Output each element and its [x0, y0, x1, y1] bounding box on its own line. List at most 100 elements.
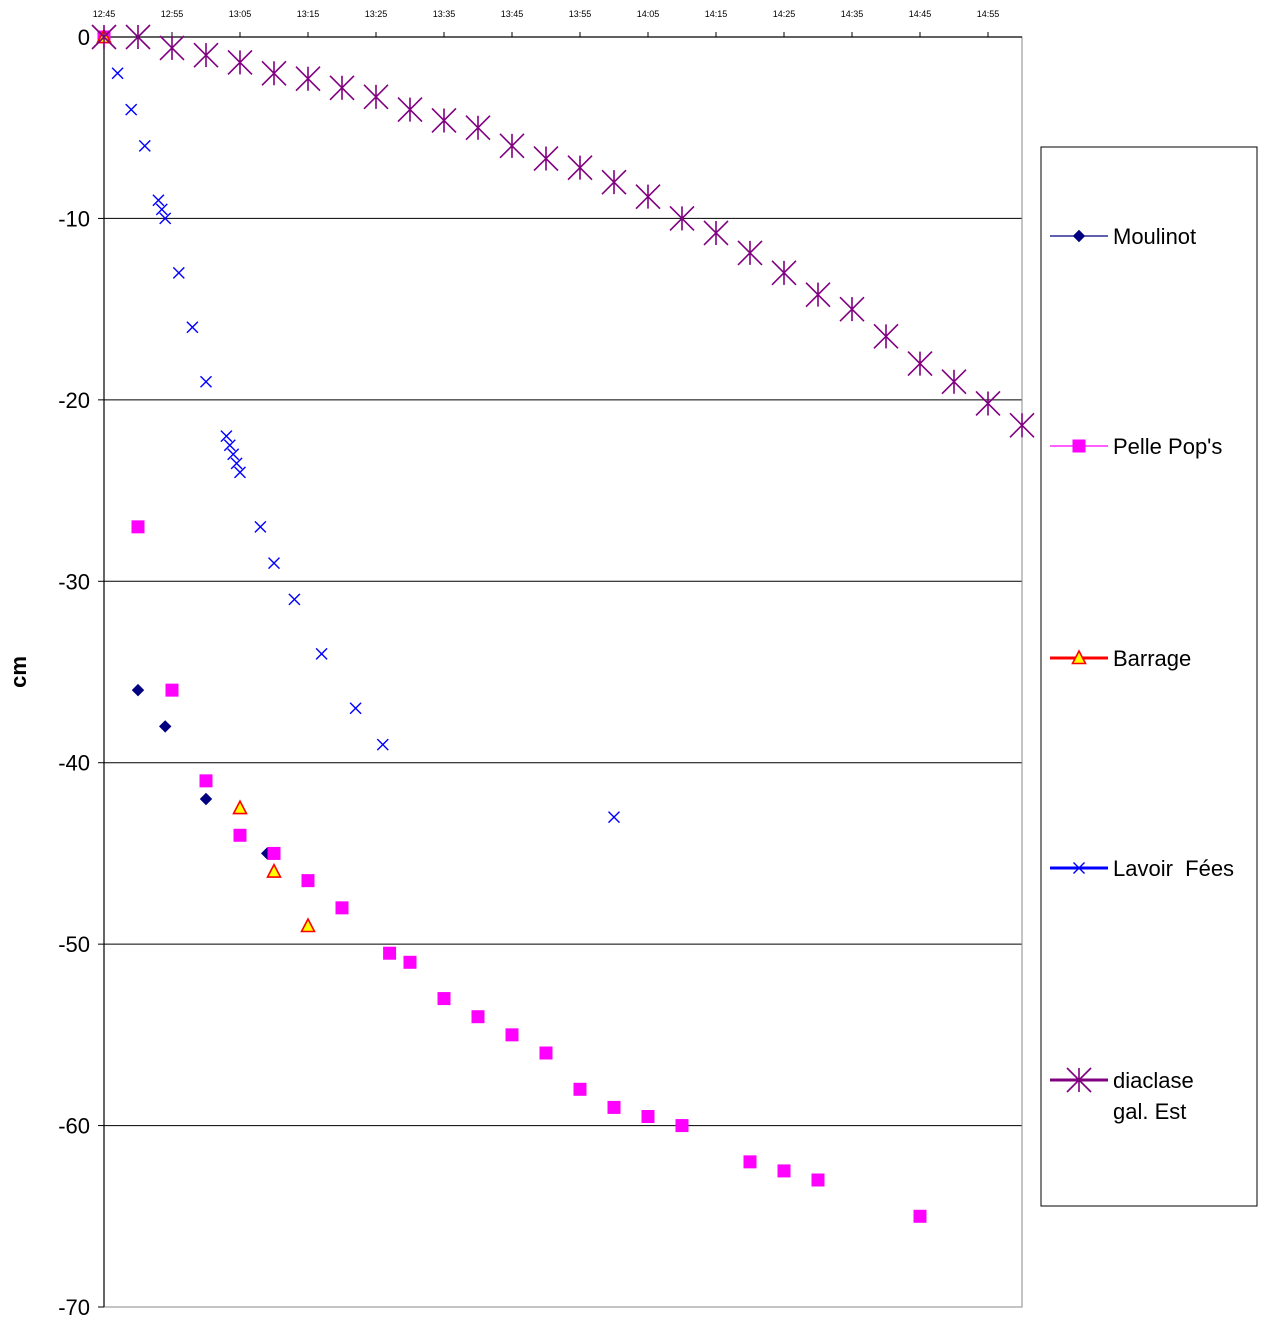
data-point	[349, 702, 362, 715]
data-point	[505, 1028, 519, 1042]
series-lavoir-f-es	[98, 31, 620, 824]
data-point	[975, 390, 1001, 417]
data-point	[941, 369, 967, 395]
x-tick-label: 14:25	[773, 9, 796, 19]
legend-label-diaclase-line2: gal. Est	[1113, 1099, 1186, 1124]
data-point	[232, 799, 248, 815]
data-point	[186, 321, 199, 334]
legend-swatch-pelle-pops	[1050, 439, 1108, 453]
legend-marker	[1072, 229, 1086, 243]
y-tick-label: 0	[78, 25, 90, 50]
legend-marker	[1072, 439, 1086, 453]
data-point	[111, 67, 124, 80]
data-point	[363, 84, 389, 110]
x-tick-label: 12:45	[93, 9, 116, 19]
data-point	[499, 133, 525, 159]
legend-label-moulinot: Moulinot	[1113, 224, 1196, 249]
data-point	[397, 97, 423, 123]
legend-swatch-barrage	[1050, 649, 1108, 665]
legend-swatch-moulinot	[1050, 229, 1108, 243]
data-point	[777, 1164, 791, 1178]
data-point	[675, 1119, 689, 1133]
x-tick-label: 13:25	[365, 9, 388, 19]
data-point	[199, 792, 213, 806]
data-point	[131, 520, 145, 534]
data-point	[607, 1100, 621, 1114]
legend: Moulinot Pelle Pop's Barrage Lavoir Fées…	[1040, 146, 1258, 1207]
data-point	[669, 205, 695, 231]
data-point	[811, 1173, 825, 1187]
data-point	[172, 266, 185, 279]
x-tick-label: 13:05	[229, 9, 252, 19]
data-point	[254, 520, 267, 533]
data-point	[703, 220, 729, 246]
y-tick-label: -40	[58, 751, 90, 776]
data-point	[539, 1046, 553, 1060]
series-diaclase-gal-est	[91, 24, 1035, 438]
y-tick-label: -70	[58, 1295, 90, 1320]
series-pelle-pop-s	[97, 30, 927, 1223]
data-point	[288, 593, 301, 606]
data-point	[431, 107, 457, 134]
series-moulinot	[97, 30, 274, 860]
data-point	[266, 862, 282, 878]
data-point	[743, 1155, 757, 1169]
data-point	[125, 24, 151, 50]
data-point	[873, 323, 899, 349]
x-tick-label: 14:15	[705, 9, 728, 19]
data-point	[913, 1209, 927, 1223]
data-point	[737, 240, 763, 266]
data-point	[159, 35, 185, 61]
x-tick-label: 13:15	[297, 9, 320, 19]
data-point	[131, 683, 145, 697]
y-tick-label: -50	[58, 932, 90, 957]
data-point	[471, 1010, 485, 1024]
x-tick-label: 12:55	[161, 9, 184, 19]
data-point	[573, 1082, 587, 1096]
legend-swatches	[1050, 229, 1108, 1093]
data-point	[383, 946, 397, 960]
y-tick-label: -30	[58, 569, 90, 594]
data-point	[608, 811, 620, 824]
y-tick-label: -10	[58, 206, 90, 231]
data-point	[437, 992, 451, 1006]
legend-label-pelle-pops: Pelle Pop's	[1113, 434, 1222, 459]
data-point	[465, 115, 491, 141]
legend-label-lavoir-fees: Lavoir Fées	[1113, 856, 1234, 881]
data-point	[601, 169, 627, 195]
data-point	[220, 430, 233, 443]
plot-area-border	[103, 36, 1023, 1308]
data-point	[200, 375, 212, 388]
data-point	[193, 42, 219, 68]
data-point	[567, 155, 593, 181]
x-tick-label: 14:35	[841, 9, 864, 19]
data-point	[635, 184, 661, 210]
data-point	[301, 874, 315, 888]
data-point	[315, 647, 328, 660]
data-point	[223, 439, 236, 452]
data-point	[771, 260, 797, 286]
legend-swatch-diaclase	[1050, 1067, 1108, 1093]
x-tick-label: 14:05	[637, 9, 660, 19]
gridlines	[104, 217, 1022, 1127]
data-point	[261, 60, 287, 86]
legend-swatch-lavoir-fees	[1050, 862, 1108, 874]
legend-marker	[1073, 862, 1085, 874]
x-tick-label: 13:35	[433, 9, 456, 19]
data-point	[155, 203, 168, 216]
x-tick-label: 14:55	[977, 9, 1000, 19]
series-markers	[91, 24, 1035, 1223]
data-point	[165, 683, 179, 697]
data-point	[125, 103, 138, 116]
data-point	[230, 457, 243, 470]
data-point	[335, 901, 349, 915]
y-tick-label: -20	[58, 388, 90, 413]
data-point	[138, 139, 151, 152]
data-point	[1009, 412, 1035, 438]
data-point	[267, 846, 281, 860]
legend-box	[1040, 146, 1258, 1207]
x-tick-label: 14:45	[909, 9, 932, 19]
data-point	[233, 828, 247, 842]
